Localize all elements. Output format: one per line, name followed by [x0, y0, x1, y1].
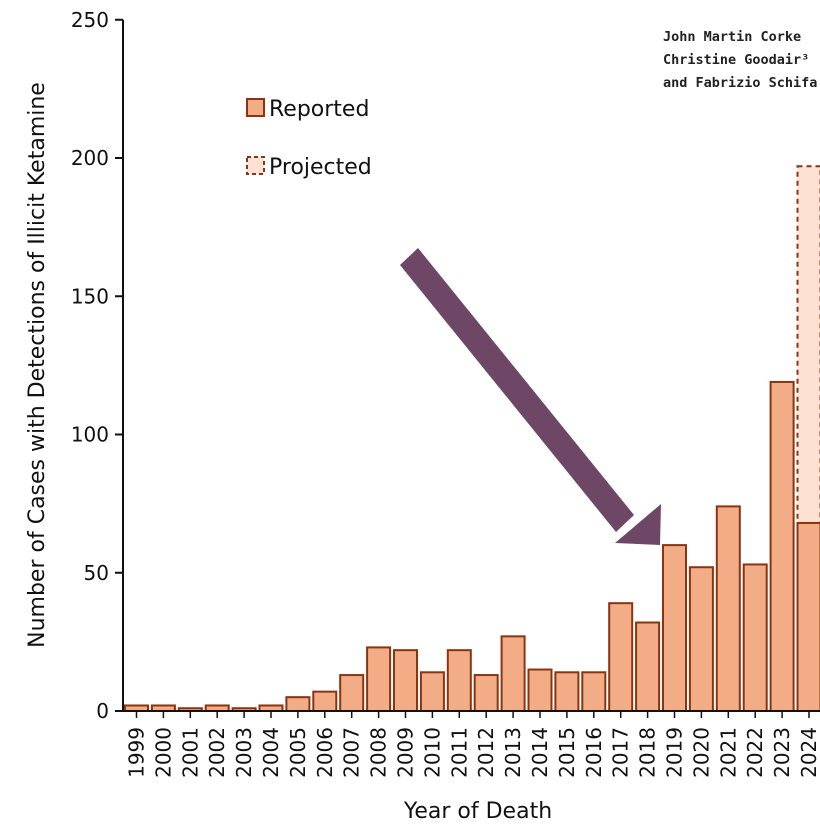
bar-reported-2009 — [393, 649, 418, 712]
x-tick-label-2016: 2016 — [582, 727, 606, 778]
bar-reported-2019 — [662, 544, 687, 712]
arrow-annotation — [400, 248, 661, 545]
bar-reported-2021 — [715, 505, 741, 713]
bar-reported-2024 — [796, 521, 820, 712]
x-tick-label-2012: 2012 — [474, 727, 498, 778]
x-tick-label-2023: 2023 — [770, 727, 794, 778]
author-block: John Martin Corke Christine Goodair³ and… — [663, 29, 817, 91]
legend-label-projected: Projected — [269, 155, 372, 180]
bar-reported-2008 — [366, 646, 392, 713]
x-tick-label-2001: 2001 — [178, 727, 202, 778]
bar-reported-2006 — [312, 690, 338, 713]
x-tick-label-2003: 2003 — [232, 727, 256, 778]
legend-label-reported: Reported — [269, 97, 369, 122]
x-tick-label-2021: 2021 — [716, 727, 740, 778]
bar-reported-2005 — [285, 696, 311, 712]
y-tick-label-150: 150 — [71, 284, 109, 308]
y-tick-label-100: 100 — [71, 423, 109, 447]
bar-reported-2016 — [581, 671, 607, 712]
bars-group — [124, 165, 820, 713]
bar-reported-2007 — [339, 674, 365, 712]
x-tick-label-2011: 2011 — [447, 727, 471, 778]
x-tick-label-2009: 2009 — [394, 727, 418, 778]
bar-reported-2023 — [769, 380, 795, 712]
bar-reported-2010 — [419, 671, 445, 712]
x-tick-label-2024: 2024 — [797, 727, 820, 778]
author-line-1: John Martin Corke — [663, 29, 801, 45]
x-tick-label-2006: 2006 — [313, 727, 337, 778]
x-tick-label-2002: 2002 — [205, 727, 229, 778]
x-tick-label-2019: 2019 — [663, 727, 687, 778]
bar-reported-2017 — [608, 602, 634, 712]
bar-reported-2012 — [473, 674, 499, 712]
bar-reported-2018 — [635, 621, 661, 713]
legend-swatch-reported — [246, 98, 265, 117]
x-tick-label-1999: 1999 — [125, 727, 149, 778]
x-tick-label-2022: 2022 — [743, 727, 767, 778]
x-tick-label-2013: 2013 — [501, 727, 525, 778]
x-tick-label-2020: 2020 — [689, 727, 713, 778]
legend-swatch-projected — [246, 156, 265, 175]
arrow-head — [615, 504, 661, 545]
legend: Reported Projected — [246, 97, 372, 180]
bar-reported-2014 — [527, 668, 553, 713]
author-line-2: Christine Goodair³ — [663, 52, 809, 68]
bar-reported-2022 — [742, 563, 768, 713]
bar-reported-2020 — [688, 566, 714, 712]
arrow-shaft — [400, 248, 634, 532]
y-tick-label-50: 50 — [84, 561, 109, 585]
x-axis: 1999 2000 2001 2002 2003 2004 2005 2006 2007 2008… — [123, 710, 820, 778]
x-tick-label-2015: 2015 — [555, 727, 579, 778]
x-tick-label-2008: 2008 — [367, 727, 391, 778]
x-tick-label-2014: 2014 — [528, 727, 552, 778]
y-tick-label-250: 250 — [71, 8, 109, 32]
x-tick-label-2018: 2018 — [636, 727, 660, 778]
bar-reported-2011 — [446, 649, 472, 712]
y-tick-label-0: 0 — [96, 699, 109, 723]
x-tick-label-2000: 2000 — [151, 727, 175, 778]
y-axis-title: Number of Cases with Detections of Illic… — [25, 82, 50, 648]
x-tick-label-2017: 2017 — [609, 727, 633, 778]
y-tick-label-200: 200 — [71, 146, 109, 170]
x-axis-title: Year of Death — [403, 799, 552, 824]
author-line-3: and Fabrizio Schifa — [663, 75, 817, 91]
bar-reported-2013 — [500, 635, 526, 712]
x-tick-label-2004: 2004 — [259, 727, 283, 778]
y-axis: 0 50 100 150 200 250 — [71, 8, 124, 723]
x-tick-label-2005: 2005 — [286, 727, 310, 778]
bar-reported-2015 — [554, 671, 580, 712]
x-tick-label-2010: 2010 — [420, 727, 444, 778]
x-tick-label-2007: 2007 — [340, 727, 364, 778]
